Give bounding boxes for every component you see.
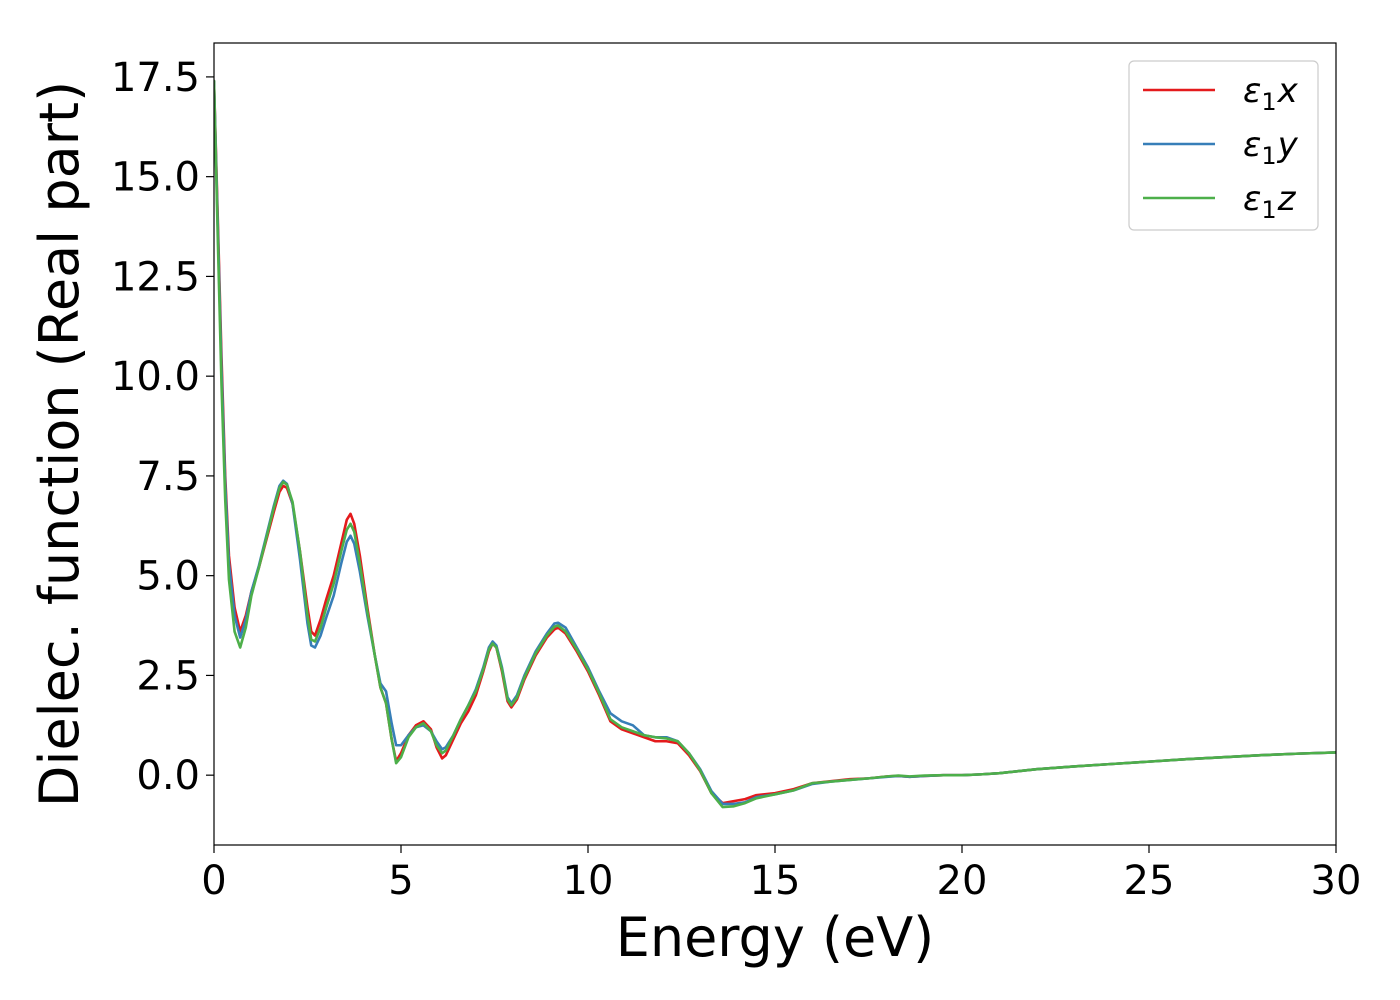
x-tick-label: 25 — [1124, 858, 1175, 904]
series-line-z — [214, 79, 1336, 809]
y-tick-label: 0.0 — [136, 753, 200, 799]
legend-subscript: 1 — [1261, 142, 1276, 170]
legend-box — [1128, 60, 1319, 231]
legend-symbol: ε — [1243, 71, 1261, 111]
x-tick-label: 0 — [201, 858, 226, 904]
legend-label-y: ε1y — [1243, 125, 1299, 170]
y-tick-label: 15.0 — [111, 155, 200, 201]
y-tick-label: 10.0 — [111, 354, 200, 400]
x-tick-label: 5 — [388, 858, 413, 904]
legend-component: y — [1277, 125, 1299, 165]
y-tick-label: 12.5 — [111, 254, 200, 300]
legend-symbol: ε — [1243, 125, 1261, 165]
y-axis-title: Dielec. function (Real part) — [28, 81, 91, 807]
y-tick-label: 5.0 — [136, 554, 200, 600]
series-layer — [214, 79, 1336, 809]
legend-symbol: ε — [1243, 179, 1261, 219]
legend-component: x — [1277, 71, 1299, 111]
y-tick-label: 2.5 — [136, 653, 200, 699]
x-axis-title: Energy (eV) — [616, 906, 935, 969]
x-tick-label: 10 — [563, 858, 614, 904]
x-tick-label: 20 — [937, 858, 988, 904]
legend-label-x: ε1x — [1243, 71, 1299, 116]
legend-label-z: ε1z — [1243, 179, 1297, 224]
y-tick-label: 7.5 — [136, 454, 200, 500]
y-tick-label: 17.5 — [111, 55, 200, 101]
legend-subscript: 1 — [1261, 88, 1276, 116]
legend-subscript: 1 — [1261, 196, 1276, 224]
x-tick-label: 30 — [1311, 858, 1362, 904]
y-axis-ticks: 0.0 2.5 5.0 7.5 10.0 12.5 15.0 17.5 — [111, 55, 214, 799]
plot-area — [213, 42, 1337, 846]
x-tick-label: 15 — [750, 858, 801, 904]
legend-component: z — [1277, 179, 1297, 219]
x-axis-ticks: 0 5 10 15 20 25 30 — [201, 845, 1361, 904]
